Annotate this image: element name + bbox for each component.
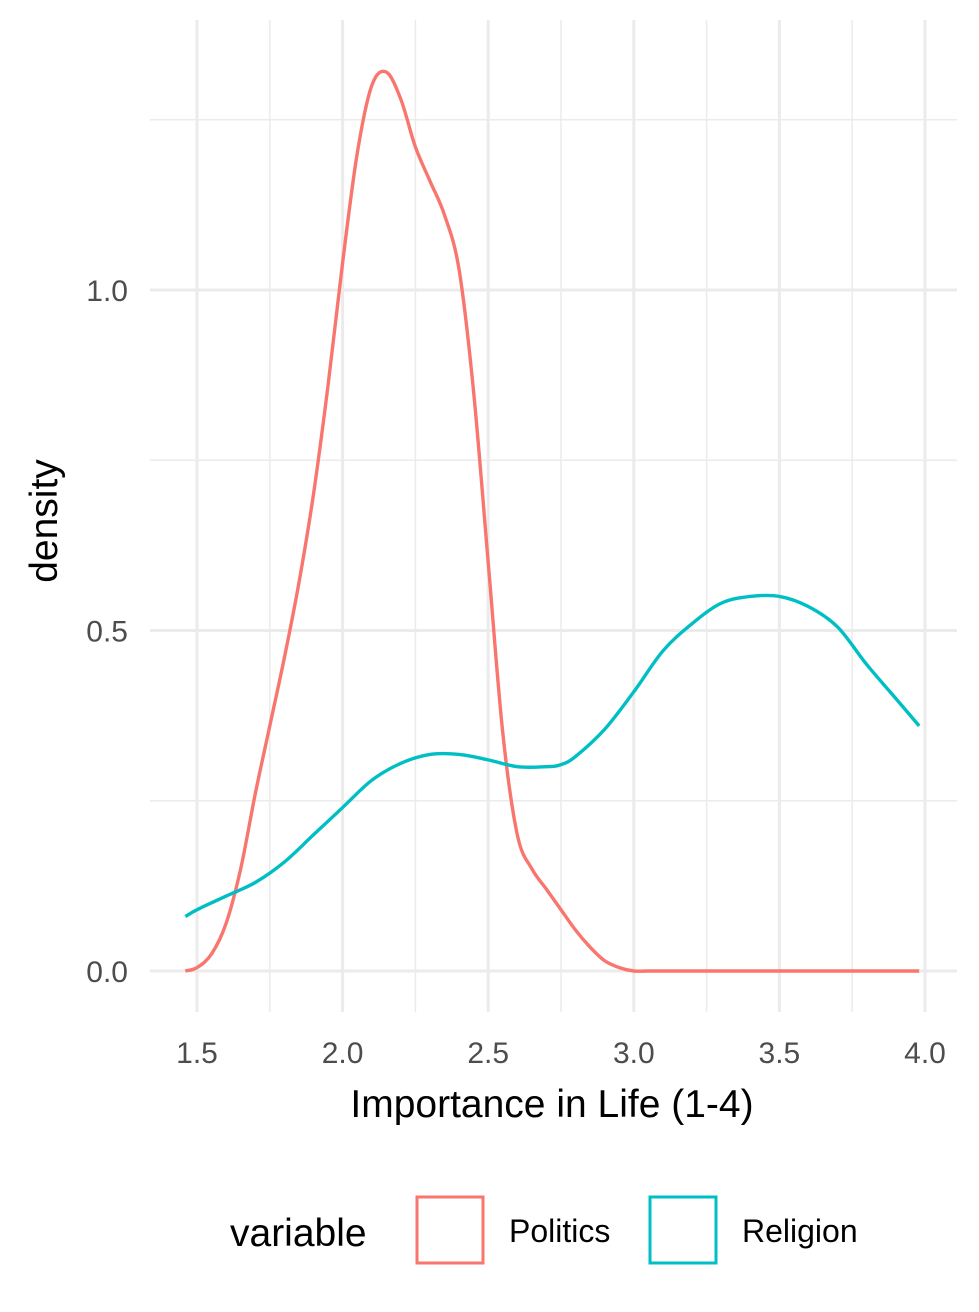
- legend-key-politics: [415, 1195, 485, 1265]
- x-tick-label: 4.0: [904, 1037, 946, 1070]
- y-axis-title: density: [23, 459, 66, 583]
- legend-title: variable: [230, 1212, 367, 1255]
- series-line-religion: [184, 593, 921, 918]
- x-tick-label: 1.5: [176, 1037, 218, 1070]
- minor-gridlines: [150, 20, 957, 1012]
- density-lines: [184, 69, 921, 973]
- x-tick-label: 3.0: [613, 1037, 655, 1070]
- legend-label-politics: Politics: [509, 1213, 610, 1249]
- legend: variable Politics Religion: [230, 1195, 858, 1265]
- x-axis-title: Importance in Life (1-4): [350, 1083, 753, 1126]
- x-tick-label: 2.5: [467, 1037, 509, 1070]
- legend-label-religion: Religion: [742, 1213, 858, 1249]
- series-line-politics: [184, 69, 920, 973]
- x-tick-label: 2.0: [322, 1037, 364, 1070]
- x-tick-label: 3.5: [759, 1037, 801, 1070]
- y-axis-tick-labels: 0.0 0.5 1.0: [86, 275, 128, 989]
- major-gridlines: [150, 20, 957, 1012]
- legend-key-religion: [648, 1195, 718, 1265]
- y-tick-label: 1.0: [86, 275, 128, 308]
- y-tick-label: 0.0: [86, 956, 128, 989]
- x-axis-tick-labels: 1.5 2.0 2.5 3.0 3.5 4.0: [176, 1037, 946, 1070]
- y-tick-label: 0.5: [86, 616, 128, 649]
